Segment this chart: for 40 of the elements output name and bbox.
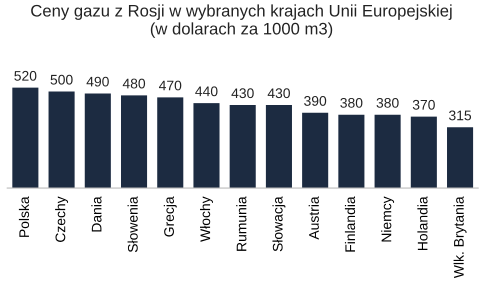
bar [302,112,328,188]
bar [266,105,292,188]
x-tick-label: Słowacja [272,196,286,252]
data-label: 430 [268,88,290,98]
bar [410,116,437,188]
data-label: 315 [449,110,472,120]
x-tick-label: Słowenia [128,196,138,252]
bar [193,103,220,188]
bar [447,127,474,188]
data-label: 430 [231,88,254,98]
data-label: 480 [122,78,146,88]
x-tick-label: Wlk. Brytania [454,196,467,278]
bar [374,114,401,188]
data-label: 440 [195,86,218,96]
bar [338,114,364,188]
x-tick-label: Austria [308,196,319,240]
x-tick-label: Niemcy [381,196,394,242]
x-tick-label: Rumunia [236,196,246,251]
x-tick-label: Finlandia [344,196,356,252]
bar [230,105,256,188]
bar [157,97,184,188]
data-label: 470 [158,80,182,90]
bar [48,92,75,188]
data-label: 380 [340,98,362,108]
bar [84,93,111,188]
data-label: 520 [14,70,36,81]
data-label: 500 [50,74,73,85]
data-label: 490 [86,76,109,87]
x-tick-label: Holandia [417,196,428,250]
data-label: 370 [412,100,435,110]
bar [12,88,38,188]
x-tick-label: Grecja [164,196,177,237]
chart-title: Ceny gazu z Rosji w wybranych krajach Unii Europejskiej (w dolarach za 1000 m3) [31,4,452,38]
x-tick-label: Dania [91,196,102,232]
x-tick-label: Polska [18,196,30,237]
x-tick-label: Włochy [200,196,213,242]
data-label: 390 [304,96,326,106]
x-tick-label: Czechy [55,196,68,242]
data-label: 380 [376,98,399,108]
bar [120,95,148,188]
